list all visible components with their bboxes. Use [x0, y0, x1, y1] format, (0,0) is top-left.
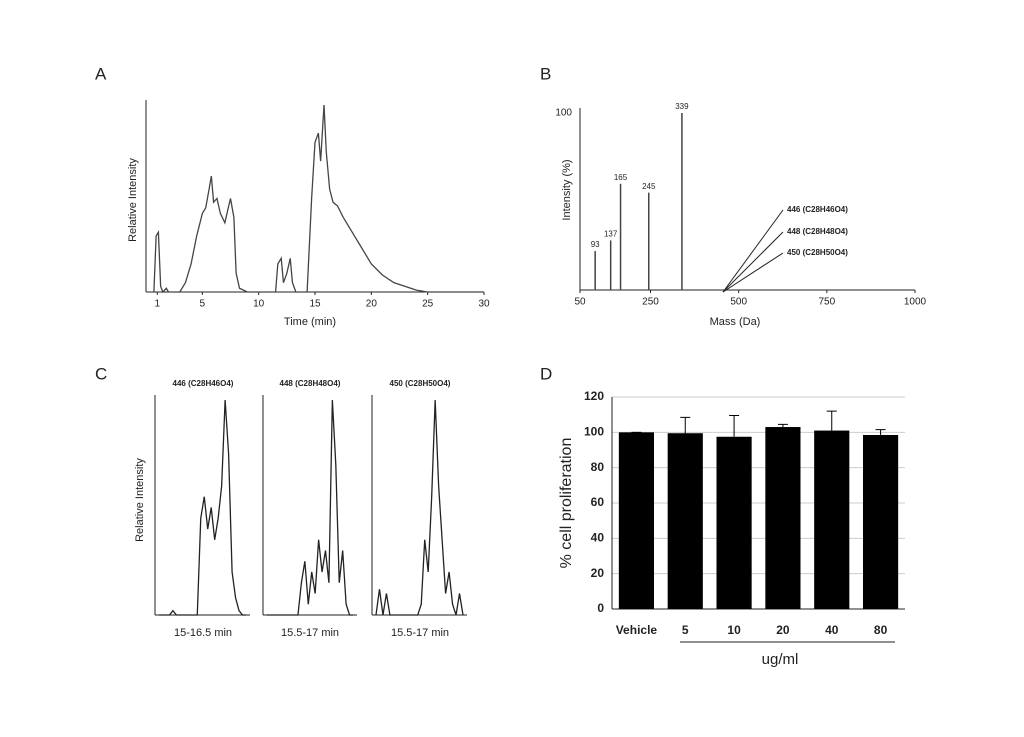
y-axis-label: Relative Intensity	[127, 158, 139, 242]
error-bar	[729, 415, 740, 437]
y-axis-label: Relative Intensity	[134, 458, 146, 542]
y-tick-label: 0	[597, 601, 604, 615]
y-tick-label: 60	[591, 495, 605, 509]
x-tick-label: 80	[874, 623, 888, 637]
x-tick-label: 5	[200, 299, 206, 310]
annotation-leader	[722, 252, 784, 293]
x-axis-label: 15.5-17 min	[281, 627, 339, 639]
chromatogram-line	[267, 399, 353, 616]
panel-title: 450 (C28H50O4)	[390, 379, 451, 388]
peak-label: 165	[614, 173, 628, 182]
x-tick-label: 1000	[904, 297, 927, 308]
x-tick-label: 30	[478, 299, 490, 310]
x-tick-label: 10	[253, 299, 265, 310]
x-axis-label: 15-16.5 min	[174, 627, 232, 639]
peak-label: 93	[591, 240, 600, 249]
x-tick-label: 25	[422, 299, 434, 310]
x-tick-label: 15	[309, 299, 321, 310]
x-tick-label: 50	[574, 297, 586, 308]
chromatogram-line	[153, 104, 484, 294]
error-bar	[680, 416, 691, 434]
bar	[765, 427, 801, 609]
x-tick-label: Vehicle	[616, 623, 658, 637]
peak-label: 339	[675, 102, 689, 111]
x-tick-label: 500	[730, 297, 747, 308]
bar	[667, 433, 703, 609]
bar	[863, 434, 899, 609]
annotation: 450 (C28H50O4)	[787, 248, 848, 257]
x-tick-label: 40	[825, 623, 839, 637]
peak-label: 245	[642, 182, 656, 191]
error-bar	[826, 410, 837, 431]
y-tick-label: 20	[591, 566, 605, 580]
x-axis-label: Mass (Da)	[710, 316, 761, 328]
x-axis-label: ug/ml	[762, 651, 799, 668]
x-tick-label: 20	[366, 299, 378, 310]
annotation: 448 (C28H48O4)	[787, 227, 848, 236]
bar	[814, 430, 850, 609]
panel-title: 446 (C28H46O4)	[173, 379, 234, 388]
annotation: 446 (C28H46O4)	[787, 205, 848, 214]
bar	[716, 436, 752, 609]
panel-label: B	[540, 64, 551, 83]
y-axis-label: % cell proliferation	[558, 438, 575, 569]
chromatogram-line	[375, 399, 464, 616]
y-tick-label: 40	[591, 531, 605, 545]
peak-label: 137	[604, 230, 618, 239]
y-tick-label: 80	[591, 460, 605, 474]
error-bar	[875, 429, 886, 435]
panel-label: C	[95, 364, 107, 383]
chromatogram-line	[159, 399, 246, 616]
y-tick-label: 120	[584, 389, 604, 403]
error-bar	[777, 423, 788, 428]
y-axis-label: Intensity (%)	[561, 159, 573, 220]
panel-label: A	[95, 64, 107, 83]
annotation-leader	[722, 209, 784, 293]
x-tick-label: 20	[776, 623, 790, 637]
x-axis-label: 15.5-17 min	[391, 627, 449, 639]
x-tick-label: 750	[818, 297, 835, 308]
x-tick-label: 5	[682, 623, 689, 637]
x-axis-label: Time (min)	[284, 316, 336, 328]
bar	[618, 432, 654, 609]
x-tick-label: 1	[154, 299, 160, 310]
y-tick-label: 100	[555, 108, 572, 119]
x-tick-label: 10	[727, 623, 741, 637]
y-tick-label: 100	[584, 425, 604, 439]
panel-title: 448 (C28H48O4)	[280, 379, 341, 388]
annotation-leader	[722, 231, 784, 293]
x-tick-label: 250	[642, 297, 659, 308]
panel-label: D	[540, 364, 552, 383]
